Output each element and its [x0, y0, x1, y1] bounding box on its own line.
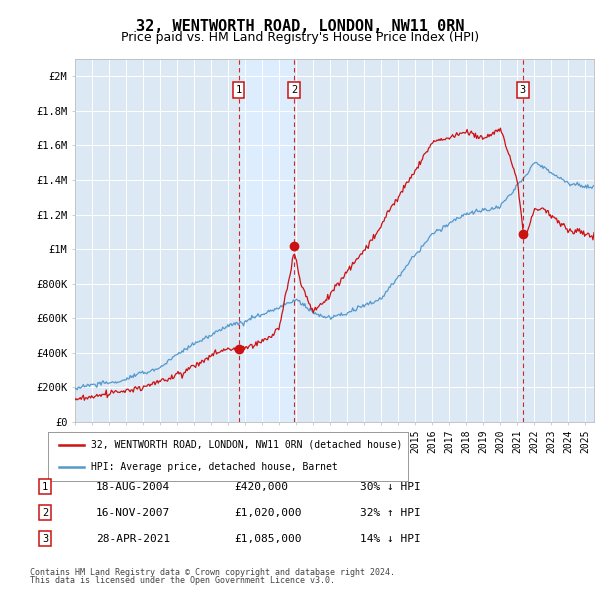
Text: £1,085,000: £1,085,000 [234, 534, 302, 543]
Text: 2: 2 [42, 508, 48, 517]
Text: 16-NOV-2007: 16-NOV-2007 [96, 508, 170, 517]
Text: 18-AUG-2004: 18-AUG-2004 [96, 482, 170, 491]
Text: 28-APR-2021: 28-APR-2021 [96, 534, 170, 543]
Text: This data is licensed under the Open Government Licence v3.0.: This data is licensed under the Open Gov… [30, 576, 335, 585]
Text: 14% ↓ HPI: 14% ↓ HPI [360, 534, 421, 543]
Text: HPI: Average price, detached house, Barnet: HPI: Average price, detached house, Barn… [91, 463, 338, 473]
Text: 32% ↑ HPI: 32% ↑ HPI [360, 508, 421, 517]
Text: 3: 3 [520, 85, 526, 95]
Text: 1: 1 [236, 85, 242, 95]
Text: 30% ↓ HPI: 30% ↓ HPI [360, 482, 421, 491]
Text: £420,000: £420,000 [234, 482, 288, 491]
Text: 32, WENTWORTH ROAD, LONDON, NW11 0RN: 32, WENTWORTH ROAD, LONDON, NW11 0RN [136, 19, 464, 34]
Text: 2: 2 [291, 85, 297, 95]
Text: Contains HM Land Registry data © Crown copyright and database right 2024.: Contains HM Land Registry data © Crown c… [30, 568, 395, 577]
Text: £1,020,000: £1,020,000 [234, 508, 302, 517]
Bar [239, 59, 294, 422]
Text: 1: 1 [42, 482, 48, 491]
Text: 32, WENTWORTH ROAD, LONDON, NW11 0RN (detached house): 32, WENTWORTH ROAD, LONDON, NW11 0RN (de… [91, 440, 403, 450]
Text: Price paid vs. HM Land Registry's House Price Index (HPI): Price paid vs. HM Land Registry's House … [121, 31, 479, 44]
Text: 3: 3 [42, 534, 48, 543]
